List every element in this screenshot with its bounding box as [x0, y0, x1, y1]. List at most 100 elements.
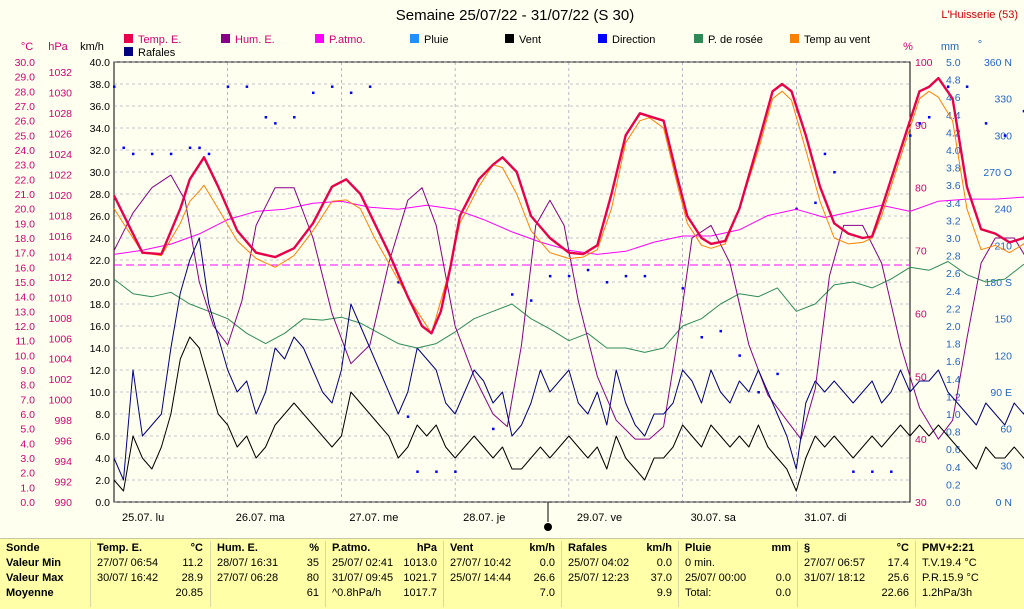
temp-tick: 9.0: [20, 365, 35, 377]
wind-tick: 6.0: [95, 431, 110, 443]
temp-tick: 7.0: [20, 394, 35, 406]
stats-col-unit: °C: [896, 542, 909, 554]
direction-tick: 120: [994, 350, 1012, 362]
legend-label: P.atmo.: [329, 34, 366, 46]
axis-unit: °C: [21, 41, 33, 53]
stats-row-label-min: Valeur Min: [6, 557, 62, 569]
stats-col-unit: %: [309, 542, 319, 554]
direction-point: [776, 372, 779, 376]
stats-col-header: Temp. E.: [97, 542, 143, 554]
direction-tick: 0 N: [996, 497, 1012, 509]
pressure-tick: 1004: [49, 354, 73, 366]
temp-tick: 14.0: [15, 292, 36, 304]
stats-cell-date: 0 min.: [685, 557, 715, 569]
rain-tick: 0.6: [946, 444, 961, 456]
direction-point: [188, 146, 192, 150]
weather-chart: Semaine 25/07/22 - 31/07/22 (S 30) L'Huis…: [14, 7, 1024, 531]
humidity-line: [113, 174, 1024, 440]
stats-col: § °C 27/07/ 06:57 17.4 31/07/ 18:12 25.6 22.66: [797, 541, 915, 607]
temp-tick: 2.0: [20, 468, 35, 480]
direction-point: [397, 281, 400, 284]
stats-col-header: Hum. E.: [217, 542, 258, 554]
direction-point: [738, 354, 741, 357]
temp-tick: 20.0: [15, 204, 36, 216]
wind-line: [113, 336, 1024, 492]
day-label: 28.07. je: [463, 512, 505, 524]
pressure-tick: 1028: [49, 108, 73, 120]
humidity-tick: 30: [915, 497, 927, 509]
temp-tick: 0.0: [20, 497, 35, 509]
direction-point: [511, 293, 514, 296]
direction-point: [226, 85, 230, 88]
direction-tick: 240: [994, 204, 1012, 216]
direction-point: [1022, 109, 1024, 113]
wind-tick: 0.0: [95, 497, 110, 509]
direction-point: [946, 85, 950, 88]
stats-cell-value: 11.2: [182, 557, 203, 569]
temp-tick: 4.0: [20, 438, 35, 450]
temp-tick: 29.0: [15, 72, 36, 84]
legend-label: Rafales: [138, 47, 176, 59]
rain-tick: 1.4: [946, 374, 961, 386]
stats-table: Sonde Valeur Min Valeur Max Moyenne Temp…: [0, 538, 1024, 609]
direction-point: [624, 274, 628, 278]
pressure-tick: 998: [54, 415, 72, 427]
pressure-line: [113, 196, 1024, 255]
stats-cell-value: 1017.7: [403, 587, 437, 599]
day-label: 25.07. lu: [122, 512, 164, 524]
temperature-line: [112, 76, 1024, 335]
stats-cell-date: 27/07/ 06:28: [217, 572, 279, 584]
rain-tick: 1.6: [946, 356, 961, 368]
direction-tick: 210: [994, 240, 1012, 252]
wind-tick: 34.0: [90, 123, 111, 135]
humidity-tick: 70: [915, 246, 927, 258]
stats-cell-date: 25/07/ 00:00: [685, 572, 747, 584]
direction-tick: 330: [994, 94, 1012, 106]
pressure-tick: 992: [54, 477, 72, 489]
direction-point: [122, 146, 125, 150]
legend-label: Direction: [612, 34, 655, 46]
humidity-tick: 60: [915, 308, 927, 320]
direction-point: [586, 268, 590, 272]
direction-point: [492, 427, 495, 431]
pressure-tick: 1010: [49, 292, 73, 304]
direction-point: [245, 85, 249, 88]
stats-cell-date: ^0.8hPa/h: [332, 587, 382, 599]
gusts-line: [113, 237, 1024, 481]
windchill-line: [113, 90, 1024, 334]
direction-tick: 300: [994, 130, 1012, 142]
stats-cell-date: 25/07/ 12:23: [568, 572, 630, 584]
direction-point: [529, 299, 533, 302]
legend-swatch: [124, 47, 133, 56]
axis-unit: °: [978, 39, 982, 51]
rain-tick: 2.8: [946, 251, 961, 263]
legend-label: Temp. E.: [138, 34, 181, 46]
temp-tick: 8.0: [20, 380, 35, 392]
wind-tick: 4.0: [95, 453, 110, 465]
rain-tick: 3.2: [946, 215, 961, 227]
stats-cell-date: 25/07/ 02:41: [332, 557, 394, 569]
direction-point: [965, 85, 969, 88]
pressure-tick: 994: [54, 456, 72, 468]
wind-tick: 28.0: [90, 189, 111, 201]
wind-tick: 26.0: [90, 211, 111, 223]
stats-cell-date: 25/07/ 04:02: [568, 557, 630, 569]
stats-col-unit: mm: [771, 542, 791, 554]
rain-tick: 4.4: [946, 110, 961, 122]
stats-cell-date: 27/07/ 06:54: [97, 557, 159, 569]
stats-cell-value: 37.0: [650, 572, 672, 584]
direction-tick: 180 S: [985, 277, 1012, 289]
legend-swatch: [221, 34, 230, 43]
rain-tick: 2.2: [946, 303, 961, 315]
temp-tick: 22.0: [15, 174, 36, 186]
direction-point: [330, 85, 334, 88]
direction-point: [567, 274, 571, 278]
stats-col-header: PMV+2:21: [922, 542, 975, 554]
pressure-tick: 996: [54, 436, 72, 448]
stats-col-unit: °C: [190, 542, 203, 554]
stats-col-sonde: Sonde Valeur Min Valeur Max Moyenne: [0, 541, 90, 607]
direction-tick: 30: [1000, 460, 1012, 472]
day-label: 31.07. di: [804, 512, 846, 524]
chart-title: Semaine 25/07/22 - 31/07/22 (S 30): [396, 7, 635, 24]
stats-cell-value: 22.66: [881, 587, 909, 599]
